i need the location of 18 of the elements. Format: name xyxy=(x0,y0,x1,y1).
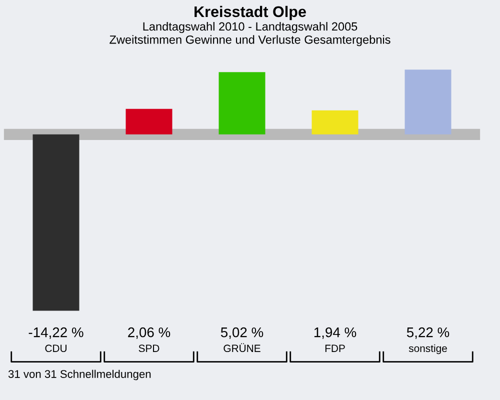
bar xyxy=(126,108,172,134)
x-tick-label: FDP xyxy=(325,344,345,352)
chart-title: Kreisstadt Olpe xyxy=(194,6,306,20)
x-tick-label: sonstige xyxy=(408,344,447,354)
x-tick-label: CDU xyxy=(45,344,66,352)
data-label: 2,06 % xyxy=(128,327,170,339)
text: 31 von 31 Schnellmeldungen xyxy=(8,370,151,380)
data-label: 5,22 % xyxy=(406,327,450,339)
data-label: 5,02 % xyxy=(220,327,264,339)
x-tick-label: GRÜNE xyxy=(224,343,260,352)
bar xyxy=(218,72,266,134)
bar xyxy=(404,70,452,134)
data-label: 1,94 % xyxy=(314,327,356,339)
bar xyxy=(32,134,80,311)
data-label: -14,22 % xyxy=(28,327,84,339)
chart-subtitle: Landtagswahl 2010 - Landtagswahl 2005 Zweitstimmen Gewinne und Verluste Gesamtergebnis xyxy=(110,22,390,46)
bar xyxy=(312,110,358,134)
x-tick-label: SPD xyxy=(138,344,160,352)
